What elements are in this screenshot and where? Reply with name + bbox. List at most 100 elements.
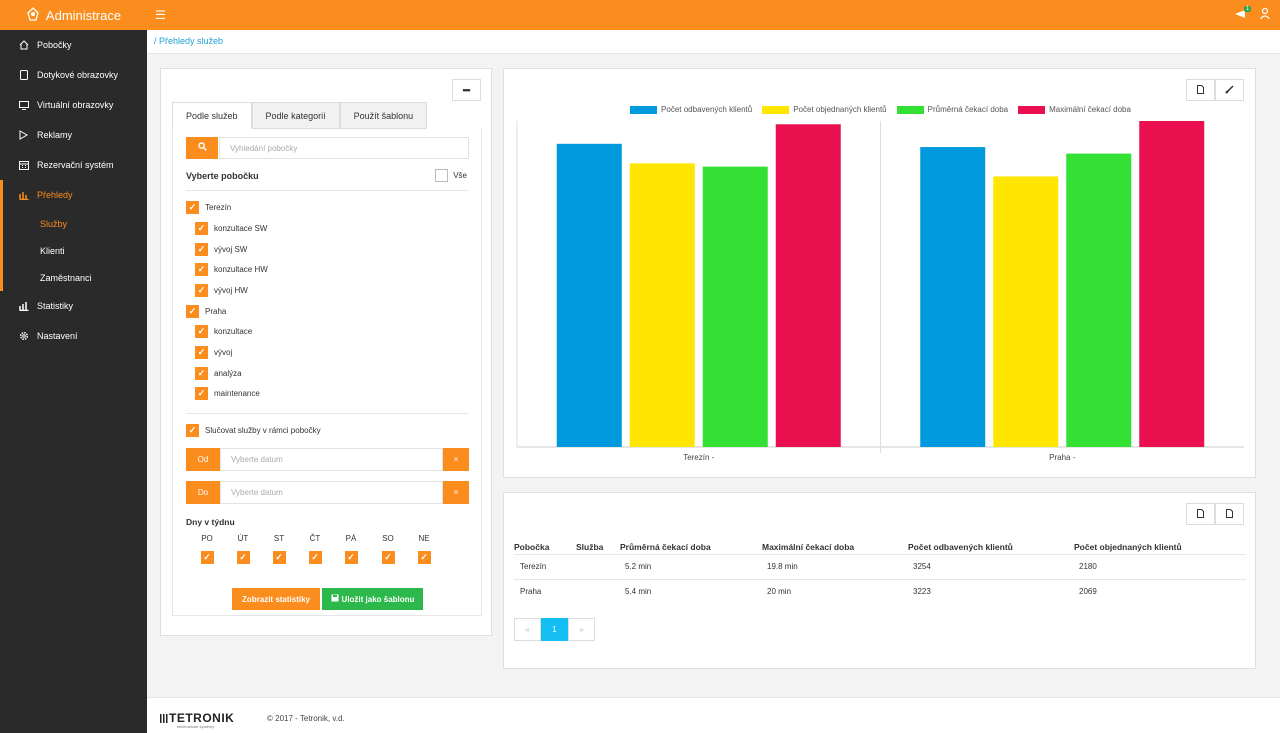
- service-vyvoj-hw[interactable]: ✓ vývoj HW: [195, 284, 248, 297]
- tab-podle-kategorii[interactable]: Podle kategorií: [251, 102, 340, 129]
- branch-checkbox[interactable]: ✓: [186, 305, 199, 318]
- brand[interactable]: Administrace: [0, 0, 147, 30]
- date-to-clear-button[interactable]: ×: [443, 481, 469, 504]
- date-from-input[interactable]: Vyberte datum: [220, 448, 443, 471]
- day-checkbox[interactable]: ✓: [381, 551, 395, 564]
- day-pa[interactable]: PÁ ✓: [338, 534, 364, 564]
- day-checkbox[interactable]: ✓: [344, 551, 358, 564]
- export-excel-button[interactable]: [1215, 503, 1244, 525]
- day-label: SO: [382, 534, 394, 543]
- service-analyza[interactable]: ✓ analýza: [195, 367, 242, 380]
- day-checkbox[interactable]: ✓: [272, 551, 286, 564]
- tab-content: Vyhledání pobočky Vyberte pobočku Vše ✓ …: [172, 128, 482, 616]
- select-all-checkbox[interactable]: [435, 169, 449, 182]
- table-header[interactable]: Pobočka: [514, 542, 550, 552]
- branch-checkbox[interactable]: ✓: [186, 201, 199, 214]
- date-from-clear-button[interactable]: ×: [443, 448, 469, 471]
- table-cell: 19.8 min: [767, 562, 798, 571]
- gear-icon: [18, 331, 29, 342]
- sidebar-item-prehledy[interactable]: Přehledy: [0, 180, 147, 210]
- sidebar-subitem-zamestnanci[interactable]: Zaměstnanci: [0, 264, 147, 291]
- notification-badge: 1: [1244, 5, 1252, 12]
- export-chart-button[interactable]: [1186, 79, 1215, 101]
- service-checkbox[interactable]: ✓: [195, 367, 208, 380]
- menu-toggle-icon[interactable]: ☰: [155, 8, 166, 22]
- search-button[interactable]: [186, 137, 218, 159]
- service-checkbox[interactable]: ✓: [195, 243, 208, 256]
- tab-podle-sluzeb[interactable]: Podle služeb: [172, 102, 252, 129]
- sidebar-item-pobocky[interactable]: Pobočky: [0, 30, 147, 60]
- date-to-input[interactable]: Vyberte datum: [220, 481, 443, 504]
- day-ct[interactable]: ČT ✓: [302, 534, 328, 564]
- day-checkbox[interactable]: ✓: [236, 551, 250, 564]
- service-checkbox[interactable]: ✓: [195, 263, 208, 276]
- service-label: konzultace HW: [214, 265, 268, 274]
- edit-chart-button[interactable]: [1215, 79, 1244, 101]
- table-header[interactable]: Průměrná čekací doba: [620, 542, 711, 552]
- select-all[interactable]: Vše: [435, 169, 467, 182]
- sidebar-item-statistiky[interactable]: Statistiky: [0, 291, 147, 321]
- table-header[interactable]: Maximální čekací doba: [762, 542, 855, 552]
- pagination-page[interactable]: 1: [541, 618, 568, 641]
- sidebar-item-dotykove-obrazovky[interactable]: Dotykové obrazovky: [0, 60, 147, 90]
- service-checkbox[interactable]: ✓: [195, 222, 208, 235]
- pagination-next[interactable]: »: [568, 618, 595, 641]
- service-label: konzultace SW: [214, 224, 268, 233]
- sidebar-subitem-klienti[interactable]: Klienti: [0, 237, 147, 264]
- day-checkbox[interactable]: ✓: [308, 551, 322, 564]
- table-header[interactable]: Počet objednaných klientů: [1074, 542, 1182, 552]
- service-vyvoj-sw[interactable]: ✓ vývoj SW: [195, 243, 247, 256]
- service-checkbox[interactable]: ✓: [195, 387, 208, 400]
- sidebar-item-reklamy[interactable]: Reklamy: [0, 120, 147, 150]
- pagination-prev[interactable]: «: [514, 618, 541, 641]
- sidebar-subitem-sluzby[interactable]: Služby: [0, 210, 147, 237]
- play-icon: [18, 130, 29, 141]
- day-label: NE: [418, 534, 430, 543]
- legend-item[interactable]: Maximální čekací doba: [1018, 105, 1131, 114]
- day-so[interactable]: SO ✓: [375, 534, 401, 564]
- user-icon[interactable]: [1260, 7, 1270, 22]
- show-statistics-button[interactable]: Zobrazit statistiky: [232, 588, 320, 610]
- sidebar-item-rezervacni-system[interactable]: Rezervační systém: [0, 150, 147, 180]
- day-checkbox[interactable]: ✓: [417, 551, 431, 564]
- search-input[interactable]: Vyhledání pobočky: [219, 137, 469, 159]
- table-header[interactable]: Služba: [576, 542, 604, 552]
- branch-praha[interactable]: ✓ Praha: [186, 305, 226, 318]
- notification-icon[interactable]: 1: [1234, 5, 1252, 22]
- day-checkbox[interactable]: ✓: [200, 551, 214, 564]
- merge-checkbox[interactable]: ✓: [186, 424, 199, 437]
- legend-swatch: [896, 105, 924, 114]
- service-checkbox[interactable]: ✓: [195, 284, 208, 297]
- tab-pouzit-sablonu[interactable]: Použít šablonu: [339, 102, 428, 129]
- breadcrumb-link[interactable]: / Přehledy služeb: [154, 36, 224, 46]
- chart-bar: [775, 124, 841, 447]
- export-pdf-button[interactable]: [1186, 503, 1215, 525]
- service-konzultace-hw[interactable]: ✓ konzultace HW: [195, 263, 268, 276]
- day-ut[interactable]: ÚT ✓: [230, 534, 256, 564]
- day-po[interactable]: PO ✓: [194, 534, 220, 564]
- legend-item[interactable]: Počet odbavených klientů: [630, 105, 752, 114]
- table-header[interactable]: Počet odbavených klientů: [908, 542, 1013, 552]
- service-label: vývoj: [214, 348, 233, 357]
- sidebar-item-virtualni-obrazovky[interactable]: Virtuální obrazovky: [0, 90, 147, 120]
- merge-services[interactable]: ✓ Slučovat služby v rámci pobočky: [186, 424, 321, 437]
- service-konzultace[interactable]: ✓ konzultace: [195, 325, 252, 338]
- service-maintenance[interactable]: ✓ maintenance: [195, 387, 260, 400]
- collapse-button[interactable]: ━: [452, 79, 481, 101]
- legend-label: Maximální čekací doba: [1049, 105, 1131, 114]
- service-checkbox[interactable]: ✓: [195, 325, 208, 338]
- filter-panel: ━ Podle služeb Podle kategorií Použít ša…: [160, 68, 492, 636]
- branch-terezin[interactable]: ✓ Terezín: [186, 201, 231, 214]
- service-konzultace-sw[interactable]: ✓ konzultace SW: [195, 222, 267, 235]
- service-vyvoj[interactable]: ✓ vývoj: [195, 346, 232, 359]
- day-ne[interactable]: NE ✓: [411, 534, 437, 564]
- legend-item[interactable]: Průměrná čekací doba: [896, 105, 1008, 114]
- table-cell: 3254: [913, 562, 931, 571]
- service-checkbox[interactable]: ✓: [195, 346, 208, 359]
- save-template-button[interactable]: Uložit jako šablonu: [322, 588, 423, 610]
- sidebar-item-nastaveni[interactable]: Nastavení: [0, 321, 147, 351]
- sidebar-item-label: Reklamy: [37, 130, 73, 140]
- legend-item[interactable]: Počet objednaných klientů: [762, 105, 887, 114]
- day-st[interactable]: ST ✓: [266, 534, 292, 564]
- tetronik-logo: TETRONIK: [160, 711, 234, 725]
